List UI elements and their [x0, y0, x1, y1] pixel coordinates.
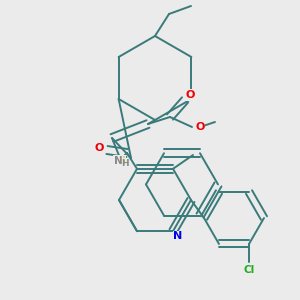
Text: H: H	[121, 158, 129, 167]
Text: O: O	[94, 143, 104, 153]
Text: S: S	[117, 156, 125, 166]
Text: N: N	[114, 156, 122, 166]
Text: O: O	[195, 122, 205, 132]
Text: N: N	[173, 231, 183, 241]
Text: O: O	[185, 90, 195, 100]
Text: Cl: Cl	[243, 265, 255, 275]
